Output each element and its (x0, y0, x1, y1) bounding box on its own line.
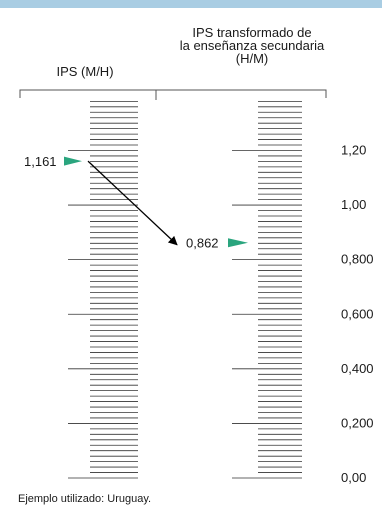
axis-labels: 1,20 1,00 0,800 0,600 0,400 0,200 0,00 (341, 142, 374, 485)
axis-tick-label: 0,00 (341, 470, 366, 485)
left-scale-ticks (68, 100, 138, 479)
left-value-label: 1,161 (24, 154, 57, 169)
axis-tick-label: 1,00 (341, 197, 366, 212)
axis-tick-label: 0,800 (341, 252, 374, 267)
right-marker-triangle (228, 238, 248, 248)
transform-arrow (87, 160, 178, 246)
example-markers: 1,161 0,862 (24, 154, 248, 251)
right-header-line-3: (H/M) (235, 51, 269, 66)
right-header-line-1: IPS transformado de (192, 25, 312, 40)
axis-tick-label: 0,400 (341, 361, 374, 376)
right-value-label: 0,862 (186, 236, 219, 251)
footnote: Ejemplo utilizado: Uruguay. (18, 493, 152, 505)
right-scale-ticks (232, 100, 302, 479)
right-scale-header: IPS transformado de la enseñanza secunda… (160, 26, 344, 65)
axis-tick-label: 1,20 (341, 142, 366, 157)
top-accent-bar (0, 0, 382, 8)
left-scale-header: IPS (M/H) (56, 64, 114, 79)
left-header-bracket (19, 89, 157, 100)
axis-tick-label: 0,600 (341, 306, 374, 321)
right-header-bracket (156, 89, 327, 98)
right-header-line-2: la enseñanza secundaria (179, 38, 325, 53)
header-brackets (19, 89, 327, 100)
left-marker-triangle (64, 156, 82, 166)
axis-tick-label: 0,200 (341, 415, 374, 430)
